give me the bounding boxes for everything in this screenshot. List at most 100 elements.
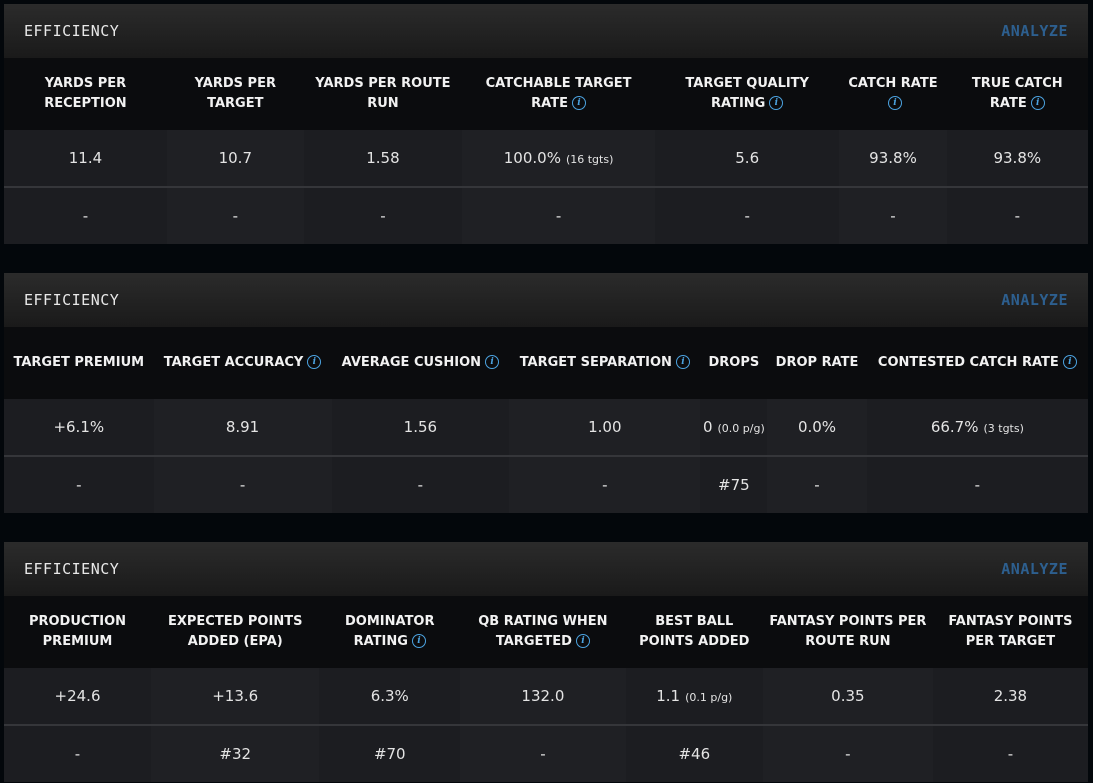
column-header: YARDS PER TARGET: [166, 58, 304, 130]
column-label: BEST BALL POINTS ADDED: [639, 614, 750, 649]
stat-value: 6.3%: [319, 668, 461, 726]
column-header: FANTASY POINTS PER TARGET: [932, 596, 1088, 668]
value-text: 66.7%: [930, 418, 979, 436]
stat-value: 0.0%: [767, 399, 867, 457]
panel-title: EFFICIENCY: [24, 291, 120, 309]
value-subtext: (3 tgts): [983, 422, 1024, 435]
info-icon[interactable]: i: [307, 355, 322, 369]
value-subtext: (0.1 p/g): [685, 691, 733, 704]
info-icon[interactable]: i: [769, 96, 784, 110]
column-header: DOMINATOR RATING i: [319, 596, 461, 668]
value-text: +24.6: [54, 687, 101, 705]
column-label: FANTASY POINTS PER ROUTE RUN: [769, 614, 927, 649]
analyze-button[interactable]: ANALYZE: [1001, 291, 1068, 309]
column-header: YARDS PER RECEPTION: [4, 58, 167, 130]
stat-rank: -: [866, 456, 1088, 513]
stat-rank: -: [462, 187, 655, 244]
value-text: 1.1: [656, 687, 681, 705]
info-icon[interactable]: i: [485, 355, 500, 369]
column-header: TARGET PREMIUM: [4, 327, 154, 399]
column-label: CATCHABLE TARGET RATE: [485, 76, 632, 111]
efficiency-panel: EFFICIENCY ANALYZE YARDS PER RECEPTION YA…: [4, 4, 1088, 244]
value-text: 1.00: [588, 418, 622, 436]
stat-rank: #46: [625, 725, 763, 782]
stat-value: 100.0% (16 tgts): [462, 130, 655, 188]
column-header: DROP RATE: [767, 327, 867, 399]
column-header: CATCH RATE i: [839, 58, 947, 130]
column-label: DOMINATOR RATING: [345, 614, 435, 649]
stat-value: 10.7: [166, 130, 304, 188]
panel-header: EFFICIENCY ANALYZE: [4, 542, 1088, 596]
info-icon[interactable]: i: [575, 634, 590, 648]
column-header: TARGET ACCURACY i: [153, 327, 332, 399]
stat-rank: -: [331, 456, 510, 513]
stat-value: 0.35: [762, 668, 933, 726]
column-label: TARGET SEPARATION: [519, 355, 672, 370]
value-text: 8.91: [225, 418, 260, 436]
stat-rank: -: [932, 725, 1088, 782]
stats-table: YARDS PER RECEPTION YARDS PER TARGET YARDS…: [4, 58, 1088, 244]
stat-value: 8.91: [153, 399, 332, 457]
column-label: YARDS PER RECEPTION: [44, 76, 127, 111]
stat-value: 66.7% (3 tgts): [866, 399, 1088, 457]
stat-rank: -: [460, 725, 626, 782]
info-icon[interactable]: i: [571, 96, 586, 110]
column-label: YARDS PER TARGET: [194, 76, 276, 111]
value-subtext: (0.0 p/g): [717, 422, 765, 435]
efficiency-panel: EFFICIENCY ANALYZE PRODUCTION PREMIUM EXP…: [4, 542, 1088, 782]
stat-value: 11.4: [4, 130, 167, 188]
stat-value: 2.38: [932, 668, 1088, 726]
value-text: 100.0%: [503, 149, 561, 167]
stat-rank: -: [153, 456, 332, 513]
column-label: PRODUCTION PREMIUM: [28, 614, 127, 649]
value-text: 0.0%: [797, 418, 837, 436]
column-label: FANTASY POINTS PER TARGET: [948, 614, 1073, 649]
stat-value: 1.00: [509, 399, 701, 457]
table-row: +6.1% 8.91 1.56 1.00 0 (0.0 p/g) 0.0% 66.7% (3 t…: [4, 399, 1088, 457]
info-icon[interactable]: i: [888, 96, 902, 110]
analyze-button[interactable]: ANALYZE: [1001, 22, 1068, 40]
value-text: 2.38: [993, 687, 1028, 705]
stat-rank: #75: [700, 456, 768, 513]
value-subtext: (16 tgts): [565, 153, 614, 166]
value-text: 5.6: [735, 149, 760, 167]
value-text: 93.8%: [869, 149, 917, 167]
column-header: DROPS: [700, 327, 768, 399]
info-icon[interactable]: i: [1030, 96, 1045, 110]
column-label: TARGET ACCURACY: [163, 355, 304, 370]
value-text: +6.1%: [53, 418, 105, 436]
stat-rank: #32: [151, 725, 320, 782]
stat-rank: -: [4, 456, 154, 513]
column-header: AVERAGE CUSHION i: [331, 327, 510, 399]
stat-value: 0 (0.0 p/g): [700, 399, 768, 457]
stat-rank: -: [509, 456, 701, 513]
column-header: TARGET QUALITY RATING i: [654, 58, 840, 130]
value-text: 6.3%: [370, 687, 409, 705]
info-icon[interactable]: i: [675, 355, 690, 369]
stat-value: 5.6: [654, 130, 840, 188]
column-label: CATCH RATE: [848, 76, 938, 91]
column-label: TARGET QUALITY RATING: [685, 76, 809, 111]
column-label: CONTESTED CATCH RATE: [877, 355, 1059, 370]
analyze-button[interactable]: ANALYZE: [1001, 560, 1068, 578]
efficiency-panel: EFFICIENCY ANALYZE TARGET PREMIUM TARGET …: [4, 273, 1088, 513]
stat-rank: -: [839, 187, 947, 244]
stats-table: TARGET PREMIUM TARGET ACCURACY i AVERAGE CU…: [4, 327, 1088, 513]
stat-value: +13.6: [151, 668, 320, 726]
stat-rank: -: [303, 187, 463, 244]
column-header: PRODUCTION PREMIUM: [4, 596, 152, 668]
stat-value: 132.0: [460, 668, 626, 726]
column-header: QB RATING WHEN TARGETED i: [460, 596, 626, 668]
column-label: DROPS: [708, 355, 760, 370]
panel-title: EFFICIENCY: [24, 22, 120, 40]
column-label: EXPECTED POINTS ADDED (EPA): [167, 614, 303, 649]
info-icon[interactable]: i: [411, 634, 426, 648]
column-label: AVERAGE CUSHION: [341, 355, 482, 370]
column-label: TARGET PREMIUM: [13, 355, 145, 370]
stat-rank: -: [762, 725, 933, 782]
table-row: 11.4 10.7 1.58 100.0% (16 tgts) 5.6 93.8% 93.8%: [4, 130, 1088, 188]
stat-rank: -: [4, 187, 167, 244]
stat-rank: -: [654, 187, 840, 244]
table-row: - - - - #75- -: [4, 456, 1088, 513]
info-icon[interactable]: i: [1062, 355, 1077, 369]
